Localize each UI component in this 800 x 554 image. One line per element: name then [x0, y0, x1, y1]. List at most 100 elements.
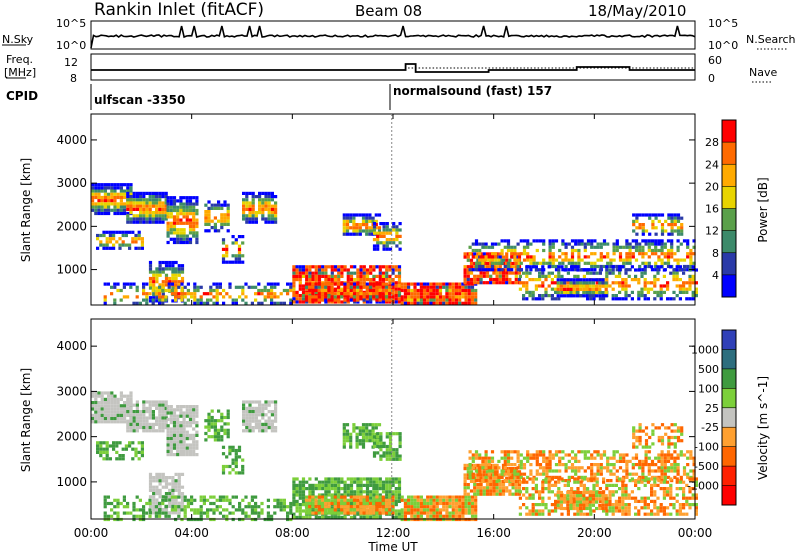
heatmap-cell — [155, 492, 159, 496]
heatmap-cell — [630, 297, 634, 301]
freq-unit-label: [MHz] — [4, 66, 36, 79]
heatmap-cell — [476, 489, 480, 493]
heatmap-cell — [353, 477, 357, 481]
heatmap-cell — [505, 261, 509, 266]
heatmap-cell — [124, 243, 128, 247]
heatmap-cell — [132, 514, 136, 518]
heatmap-cell — [222, 495, 226, 499]
heatmap-cell — [372, 225, 377, 229]
heatmap-cell — [518, 496, 522, 500]
heatmap-cell — [155, 472, 159, 476]
heatmap-cell — [192, 421, 196, 425]
heatmap-cell — [356, 490, 360, 494]
heatmap-cell — [579, 294, 583, 298]
heatmap-cell — [583, 469, 587, 473]
heatmap-cell — [142, 422, 146, 426]
heatmap-cell — [494, 466, 498, 470]
heatmap-cell — [172, 421, 177, 425]
heatmap-cell — [188, 208, 193, 213]
heatmap-cell — [647, 255, 651, 259]
heatmap-cell — [369, 278, 373, 282]
heatmap-cell — [185, 443, 189, 447]
heatmap-cell — [398, 228, 402, 232]
heatmap-cell — [234, 455, 238, 459]
heatmap-cell — [388, 268, 392, 272]
heatmap-cell — [564, 252, 568, 256]
heatmap-cell — [469, 265, 474, 269]
heatmap-cell — [391, 278, 395, 282]
heatmap-cell — [622, 459, 626, 463]
heatmap-cell — [121, 233, 125, 238]
heatmap-cell — [343, 292, 347, 296]
heatmap-cell — [461, 295, 465, 299]
heatmap-cell — [148, 195, 152, 199]
heatmap-cell — [388, 241, 393, 245]
heatmap-cell — [119, 202, 123, 206]
heatmap-cell — [476, 467, 480, 471]
heatmap-cell — [241, 241, 245, 245]
heatmap-cell — [91, 420, 95, 424]
heatmap-cell — [573, 265, 577, 269]
heatmap-cell — [126, 501, 130, 506]
heatmap-cell — [599, 264, 603, 269]
heatmap-cell — [653, 297, 657, 301]
heatmap-cell — [192, 215, 196, 219]
heatmap-cell — [522, 456, 527, 460]
heatmap-cell — [403, 508, 407, 512]
heatmap-cell — [374, 423, 378, 427]
heatmap-cell — [563, 294, 567, 298]
heatmap-cell — [126, 426, 130, 430]
heatmap-cell — [416, 505, 420, 509]
heatmap-cell — [391, 265, 395, 269]
heatmap-cell — [142, 220, 146, 224]
heatmap-cell — [126, 195, 130, 199]
heatmap-cell — [129, 285, 133, 289]
heatmap-cell — [362, 300, 366, 304]
heatmap-cell — [557, 268, 561, 272]
heatmap-cell — [445, 288, 449, 293]
heatmap-cell — [526, 245, 530, 249]
heatmap-cell — [376, 231, 380, 235]
heatmap-cell — [145, 201, 149, 205]
heatmap-cell — [155, 406, 159, 410]
heatmap-cell — [663, 472, 667, 476]
heatmap-cell — [372, 441, 377, 445]
heatmap-cell — [179, 411, 183, 415]
heatmap-cell — [673, 475, 677, 479]
heatmap-cell — [337, 274, 341, 278]
heatmap-cell — [279, 498, 283, 502]
heatmap-cell — [365, 288, 369, 293]
heatmap-cell — [526, 239, 530, 243]
heatmap-cell — [554, 450, 559, 454]
heatmap-cell — [463, 274, 467, 278]
heatmap-cell — [583, 450, 587, 454]
heatmap-cell — [158, 214, 162, 218]
heatmap-cell — [598, 291, 602, 295]
heatmap-cell — [298, 284, 302, 288]
heatmap-cell — [574, 453, 578, 457]
heatmap-cell — [129, 207, 133, 211]
heatmap-cell — [267, 419, 271, 423]
heatmap-cell — [113, 285, 117, 289]
heatmap-cell — [534, 503, 538, 507]
heatmap-cell — [371, 219, 375, 223]
heatmap-cell — [179, 196, 183, 200]
heatmap-cell — [161, 501, 165, 506]
heatmap-cell — [349, 278, 354, 282]
heatmap-cell — [132, 426, 136, 430]
heatmap-cell — [182, 212, 186, 216]
heatmap-cell — [177, 280, 181, 284]
heatmap-cell — [508, 271, 512, 275]
heatmap-cell — [377, 226, 382, 230]
heatmap-cell — [498, 492, 502, 496]
heatmap-cell — [188, 411, 193, 415]
heatmap-cell — [221, 254, 226, 258]
heatmap-cell — [653, 284, 657, 288]
heatmap-cell — [185, 237, 189, 241]
heatmap-cell — [666, 459, 671, 463]
heatmap-cell — [516, 268, 520, 272]
heatmap-cell — [177, 492, 181, 496]
heatmap-cell — [180, 501, 185, 505]
heatmap-cell — [495, 483, 499, 487]
heatmap-cell — [692, 469, 696, 473]
